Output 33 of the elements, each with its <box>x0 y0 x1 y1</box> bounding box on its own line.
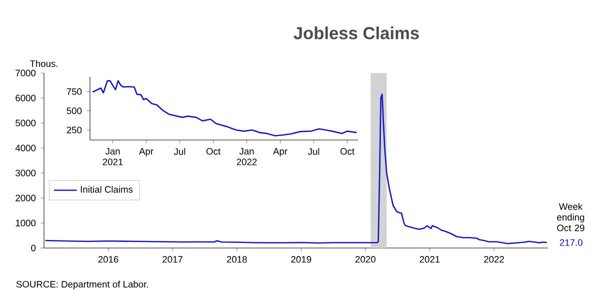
y-tick-label: 500 <box>66 108 82 114</box>
x-tick-label: Apr <box>139 148 154 156</box>
y-tick-label: 5000 <box>16 120 36 126</box>
x-tick-label: 2016 <box>98 256 118 263</box>
annotation: 217.0 <box>560 239 582 246</box>
x-tick-label: Jul <box>308 148 320 155</box>
x-tick-label: 2017 <box>162 256 182 263</box>
y-tick-label: 6000 <box>16 94 36 102</box>
y-tick-label: 7000 <box>16 70 36 76</box>
x-tick-label: 2018 <box>226 256 247 263</box>
y-axis-title: Thous. <box>30 60 58 67</box>
source-note: SOURCE: Department of Labor. <box>16 280 148 290</box>
x-tick-label: 2020 <box>356 256 376 263</box>
annotation: Week ending Oct 29 <box>557 203 584 232</box>
x-tick-label: Apr <box>273 148 288 156</box>
x-tick-label: Jul <box>174 148 186 155</box>
y-tick-label: 0 <box>31 244 36 252</box>
x-tick-label: Oct <box>206 148 220 155</box>
x-tick-label: Jan 2022 <box>236 148 257 166</box>
y-tick-label: 250 <box>66 126 82 134</box>
y-tick-label: 750 <box>66 88 82 95</box>
x-tick-label: 2019 <box>291 256 312 263</box>
x-tick-label: 2021 <box>420 256 440 263</box>
y-tick-label: 1000 <box>16 220 36 226</box>
line-series <box>92 80 358 136</box>
x-tick-label: Jan 2021 <box>102 148 123 166</box>
x-tick-label: Oct <box>340 148 354 155</box>
x-tick-label: 2022 <box>484 256 504 263</box>
y-tick-label: 3000 <box>16 170 36 176</box>
y-tick-label: 2000 <box>16 194 36 202</box>
legend-label: Initial Claims <box>80 186 133 193</box>
y-tick-label: 4000 <box>15 144 36 152</box>
chart-title: Jobless Claims <box>294 26 419 40</box>
